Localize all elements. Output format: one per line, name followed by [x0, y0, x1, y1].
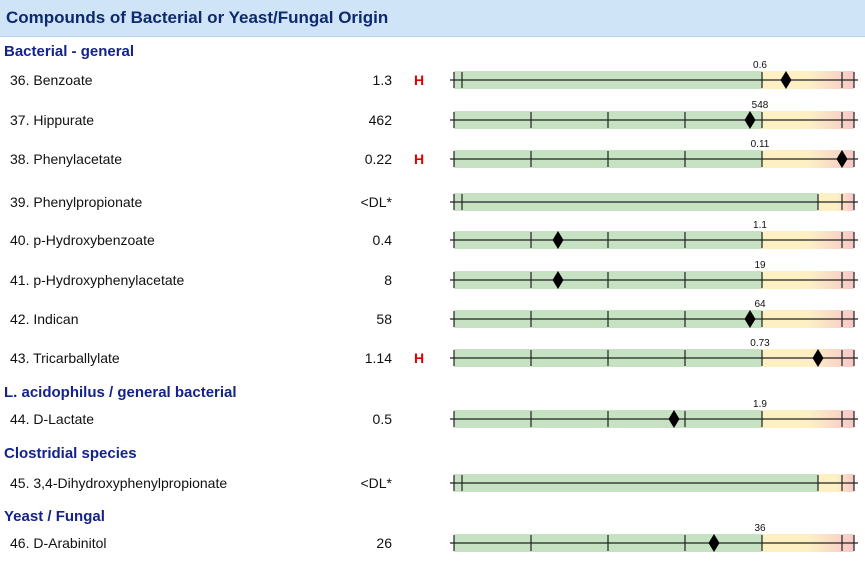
reference-limit-label: 1.1: [753, 220, 767, 231]
range-bar: 1.9: [448, 393, 858, 429]
range-bar-graphic: [450, 193, 858, 211]
range-bar: [448, 176, 858, 212]
result-marker: [708, 534, 720, 552]
row-label: 38. Phenylacetate: [10, 151, 123, 167]
result-marker: [780, 71, 792, 89]
reference-limit-label: 64: [754, 299, 766, 310]
row-label: 42. Indican: [10, 311, 79, 327]
result-marker: [552, 231, 564, 249]
range-bar: 1.1: [448, 214, 858, 250]
range-bar-graphic: 36: [450, 523, 858, 552]
range-bar: 64: [448, 293, 858, 329]
range-bar-graphic: 1.9: [450, 399, 858, 428]
row-value: 26: [376, 535, 392, 551]
row-label: 36. Benzoate: [10, 72, 93, 88]
row-value: 0.5: [372, 411, 392, 427]
reference-limit-label: 0.6: [753, 60, 767, 71]
result-marker: [836, 150, 848, 168]
row-value: 58: [376, 311, 392, 327]
range-bar: [448, 457, 858, 493]
row-label: 40. p-Hydroxybenzoate: [10, 232, 155, 248]
range-bar: 548: [448, 94, 858, 130]
range-bar-graphic: 0.73: [450, 338, 858, 367]
range-bar: 36: [448, 517, 858, 553]
range-bar: 0.6: [448, 54, 858, 90]
row-value: 1.3: [372, 72, 392, 88]
section-lacto: L. acidophilus / general bacterial: [4, 384, 237, 401]
row-label: 37. Hippurate: [10, 112, 95, 128]
row-label: 39. Phenylpropionate: [10, 194, 143, 210]
high-flag: H: [414, 151, 425, 167]
section-header: Compounds of Bacterial or Yeast/Fungal O…: [0, 0, 865, 37]
range-bar: 19: [448, 254, 858, 290]
result-marker: [552, 271, 564, 289]
row-value: 0.22: [364, 151, 392, 167]
row-label: 43. Tricarballylate: [10, 350, 120, 366]
range-bar-graphic: 1.1: [450, 220, 858, 249]
range-bar-graphic: 548: [450, 100, 858, 129]
result-marker: [812, 349, 824, 367]
range-bar-graphic: 0.11: [450, 139, 858, 168]
row-label: 45. 3,4-Dihydroxyphenylpropionate: [10, 475, 228, 491]
range-bar-graphic: 64: [450, 299, 858, 328]
row-label: 44. D-Lactate: [10, 411, 95, 427]
range-bar-graphic: [450, 474, 858, 492]
reference-limit-label: 36: [754, 523, 766, 534]
row-value: <DL*: [360, 194, 392, 210]
page-title: Compounds of Bacterial or Yeast/Fungal O…: [6, 8, 389, 27]
reference-limit-label: 1.9: [753, 399, 767, 410]
row-value: <DL*: [360, 475, 392, 491]
row-value: 8: [384, 272, 392, 288]
result-marker: [744, 111, 756, 129]
section-yeast-fungal: Yeast / Fungal: [4, 508, 105, 525]
row-label: 46. D-Arabinitol: [10, 535, 107, 551]
row-value: 1.14: [364, 350, 392, 366]
high-flag: H: [414, 350, 425, 366]
section-bacterial-general: Bacterial - general: [4, 43, 135, 60]
reference-limit-label: 19: [754, 260, 766, 271]
reference-limit-label: 548: [752, 100, 769, 111]
row-label: 41. p-Hydroxyphenylacetate: [10, 272, 185, 288]
reference-limit-label: 0.11: [751, 139, 770, 150]
result-marker: [744, 310, 756, 328]
range-bar-graphic: 0.6: [450, 60, 858, 89]
row-value: 462: [368, 112, 392, 128]
range-bar: 0.11: [448, 133, 858, 169]
high-flag: H: [414, 72, 425, 88]
result-marker: [668, 410, 680, 428]
section-clostridial: Clostridial species: [4, 445, 137, 462]
reference-limit-label: 0.73: [750, 338, 770, 349]
range-bar-graphic: 19: [450, 260, 858, 289]
row-value: 0.4: [372, 232, 392, 248]
range-bar: 0.73: [448, 332, 858, 368]
